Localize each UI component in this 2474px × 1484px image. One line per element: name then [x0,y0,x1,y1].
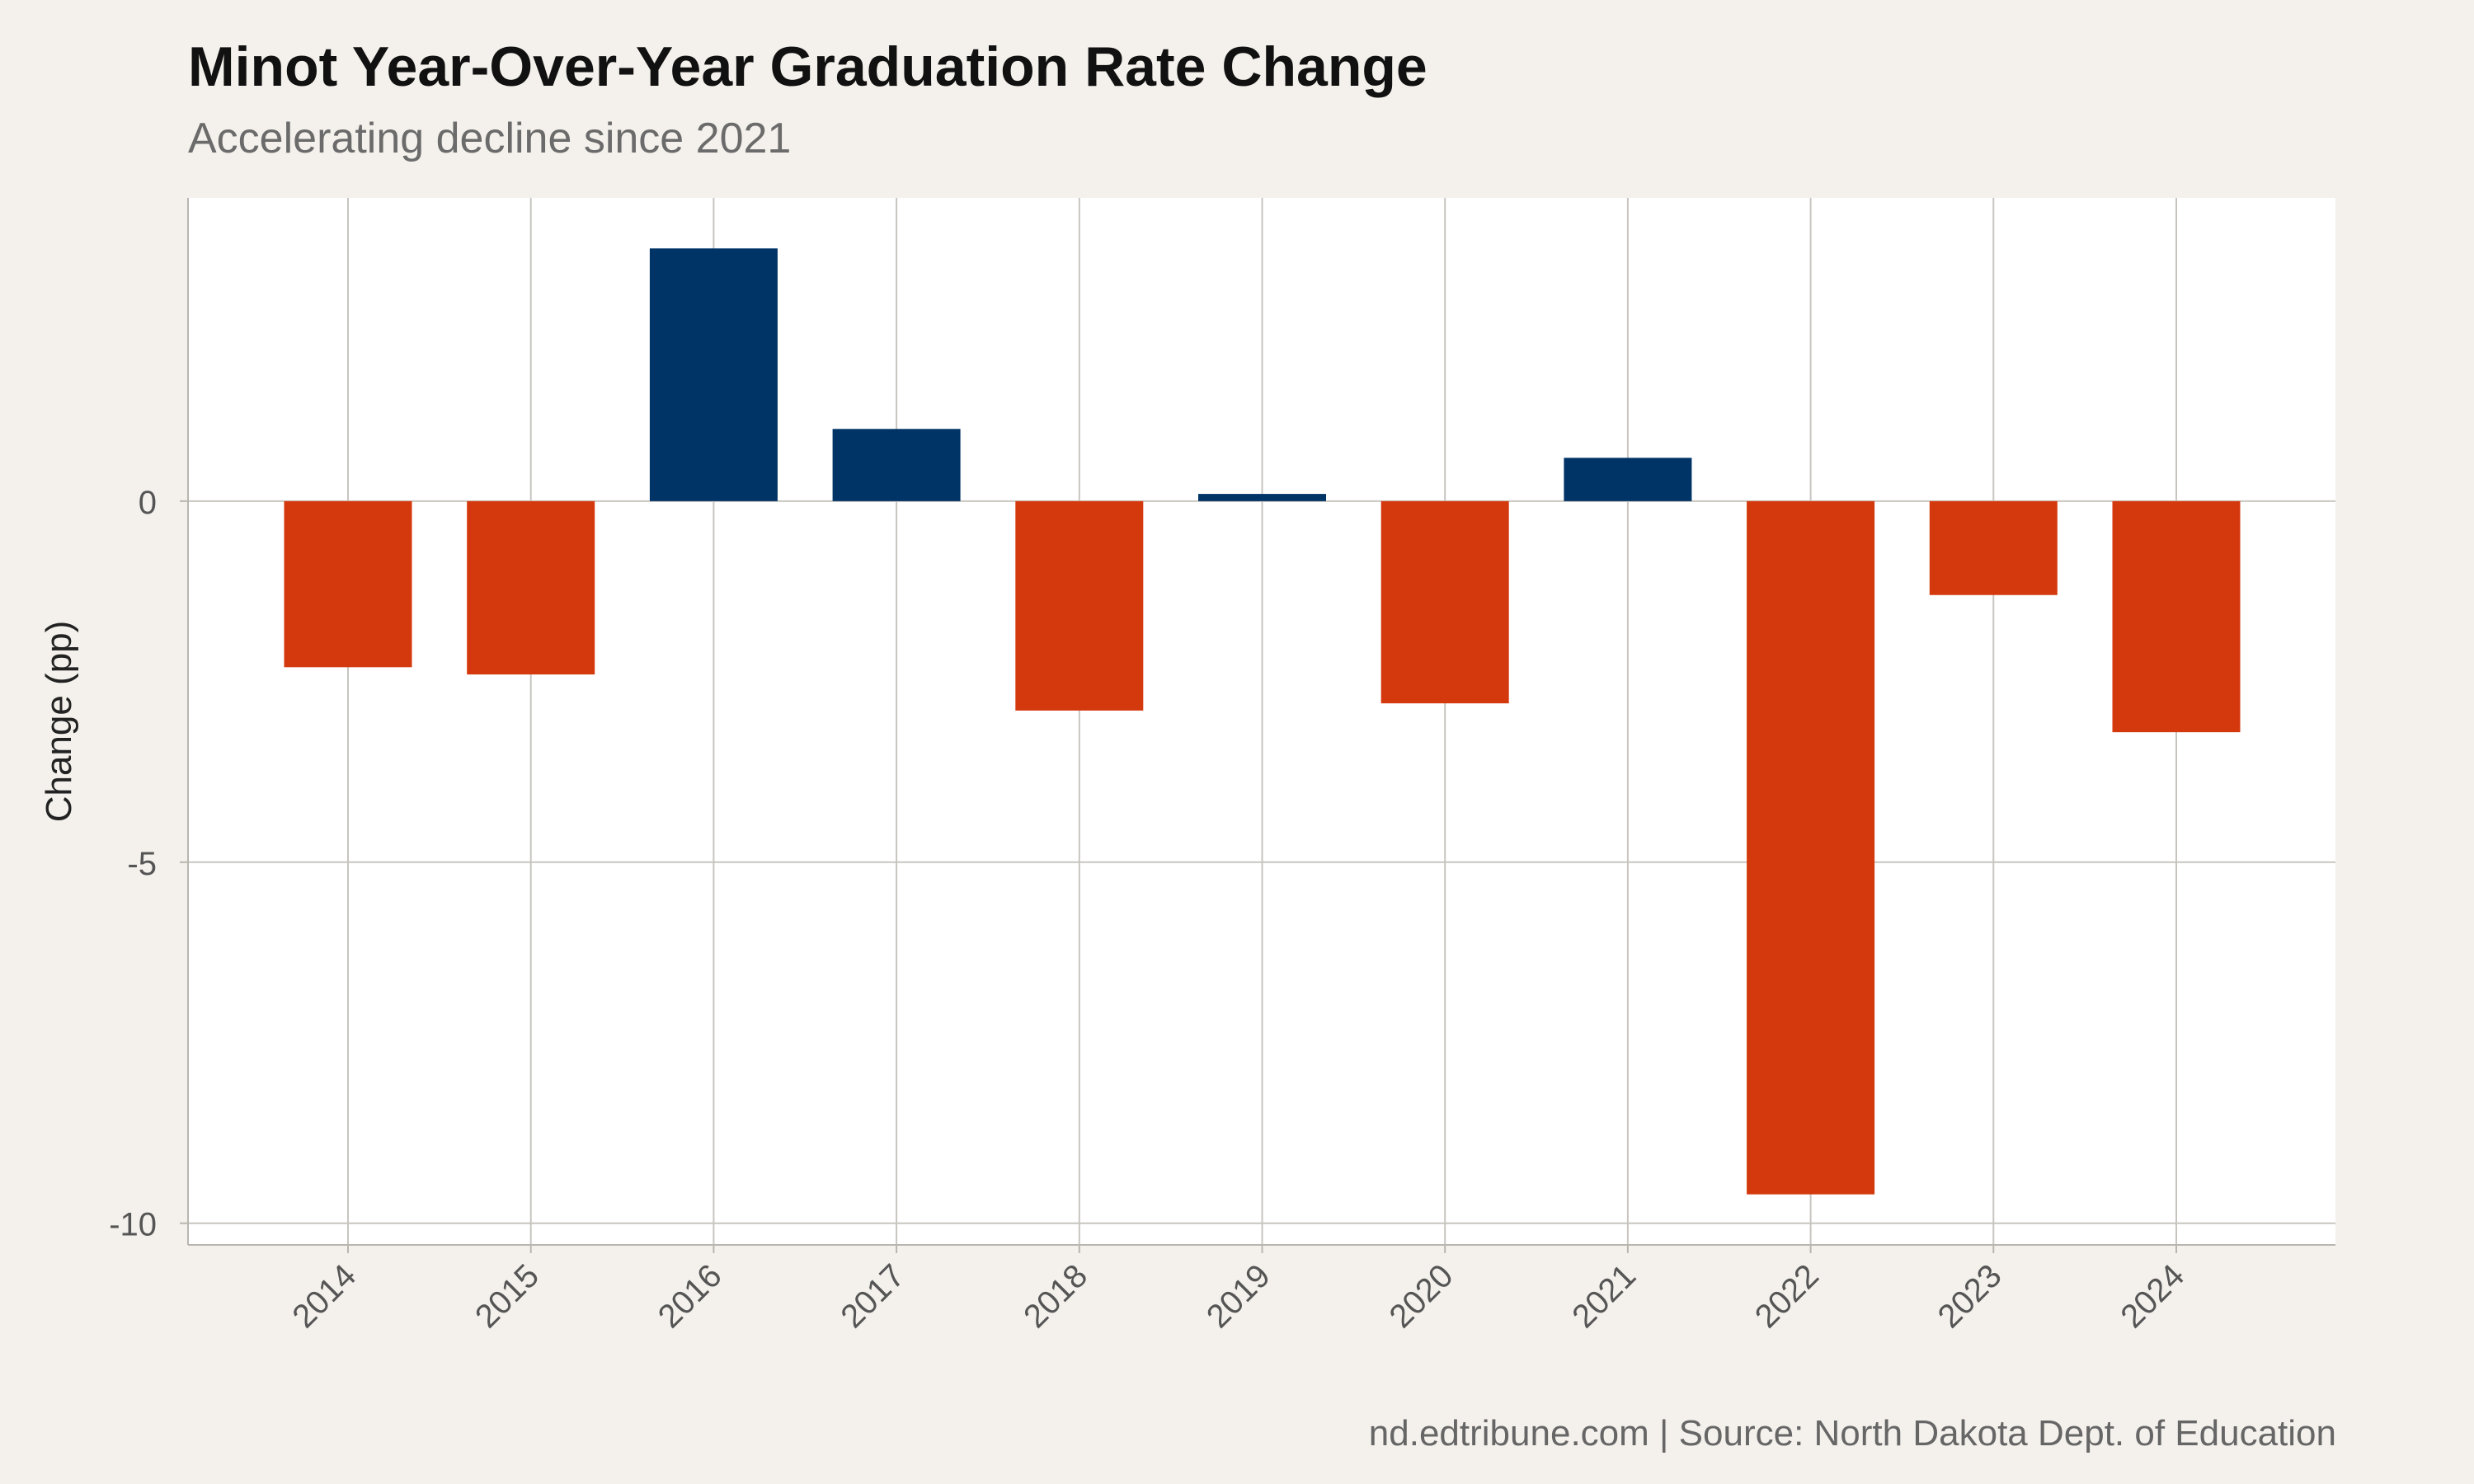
x-tick-label: 2024 [2114,1257,2191,1335]
axes [180,198,2335,1253]
y-tick-label: -10 [109,1207,157,1243]
bar-2019 [1198,494,1326,501]
bar-2016 [649,248,778,501]
x-tick-label: 2017 [834,1257,911,1335]
bar-2021 [1564,458,1692,501]
x-tick-label: 2016 [651,1257,729,1335]
y-tick-label: -5 [127,846,157,882]
x-tick-label: 2020 [1383,1257,1460,1335]
x-tick-label: 2018 [1017,1257,1094,1335]
bar-2023 [1929,500,2058,595]
bar-2022 [1747,500,1875,1195]
bar-2015 [467,500,595,675]
chart-title: Minot Year-Over-Year Graduation Rate Cha… [188,35,1427,98]
bar-2018 [1015,500,1144,711]
x-tick-label: 2022 [1748,1257,1826,1335]
bars [284,248,2241,1195]
y-tick-label: 0 [139,485,157,521]
bar-2020 [1380,500,1509,704]
chart-caption: nd.edtribune.com | Source: North Dakota … [1368,1413,2336,1453]
chart-subtitle: Accelerating decline since 2021 [188,115,792,162]
x-tick-label: 2021 [1565,1257,1643,1335]
y-axis-title: Change (pp) [39,621,79,823]
x-tick-label: 2019 [1200,1257,1277,1335]
bar-2014 [284,500,412,668]
bar-2024 [2112,500,2241,733]
x-tick-label: 2015 [468,1257,546,1335]
bar-2017 [832,429,961,501]
x-tick-label: 2014 [285,1257,363,1335]
x-tick-label: 2023 [1931,1257,2009,1335]
